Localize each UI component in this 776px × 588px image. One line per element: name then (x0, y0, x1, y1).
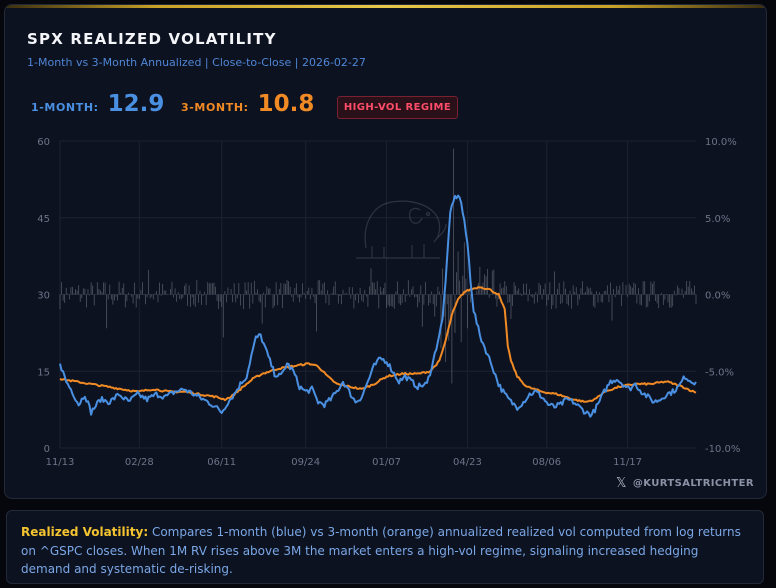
x-tick-label: 11/13 (46, 457, 75, 468)
regime-badge: HIGH-VOL REGIME (337, 96, 458, 119)
description-panel: Realized Volatility: Compares 1-month (b… (6, 510, 764, 584)
description-title: Realized Volatility: (21, 525, 149, 539)
one-month-value: 12.9 (107, 91, 165, 117)
y2-tick-label: 5.0% (705, 214, 730, 225)
x-tick-label: 08/06 (532, 457, 561, 468)
one-month-line (59, 194, 697, 418)
x-tick-label: 02/28 (125, 457, 154, 468)
three-month-metric: 3-MONTH: 10.8 (181, 91, 314, 117)
y-tick-label: 15 (37, 367, 50, 378)
three-month-line (59, 286, 697, 403)
chart-title: SPX REALIZED VOLATILITY (27, 30, 277, 48)
y-tick-label: 45 (37, 214, 50, 225)
chart-subtitle: 1-Month vs 3-Month Annualized | Close-to… (27, 56, 366, 69)
x-tick-label: 09/24 (291, 457, 320, 468)
elephant-logo-watermark (356, 200, 447, 259)
y2-tick-label: 10.0% (705, 137, 737, 148)
axis-labels: 0 15 30 45 60 -10.0% -5.0% 0.0% 5.0% 10.0% 11/13 02… (37, 137, 740, 468)
y-tick-label: 30 (37, 291, 50, 302)
returns-series (59, 148, 697, 384)
volatility-chart: 0 15 30 45 60 -10.0% -5.0% 0.0% 5.0% 10.0% 11/13 02… (37, 137, 740, 468)
y2-tick-label: -5.0% (705, 367, 734, 378)
description-text: Compares 1-month (blue) vs 3-month (oran… (21, 525, 741, 576)
one-month-label: 1-MONTH: (31, 101, 99, 114)
author-watermark: 𝕏 @KURTSALTRICHTER (616, 476, 754, 491)
y-tick-label: 0 (44, 444, 50, 455)
y2-tick-label: -10.0% (705, 444, 740, 455)
x-icon: 𝕏 (615, 476, 627, 491)
x-tick-label: 01/07 (372, 457, 401, 468)
author-handle: @KURTSALTRICHTER (632, 478, 754, 489)
chart-card: SPX REALIZED VOLATILITY 1-Month vs 3-Mon… (4, 4, 767, 499)
grid-layer (59, 140, 696, 449)
three-month-label: 3-MONTH: (181, 101, 249, 114)
x-tick-label: 04/23 (453, 457, 482, 468)
y-tick-label: 60 (37, 137, 50, 148)
x-tick-label: 11/17 (613, 457, 642, 468)
three-month-value: 10.8 (257, 91, 315, 117)
x-tick-label: 06/11 (207, 457, 236, 468)
y2-tick-label: 0.0% (705, 291, 730, 302)
one-month-metric: 1-MONTH: 12.9 (31, 91, 164, 117)
